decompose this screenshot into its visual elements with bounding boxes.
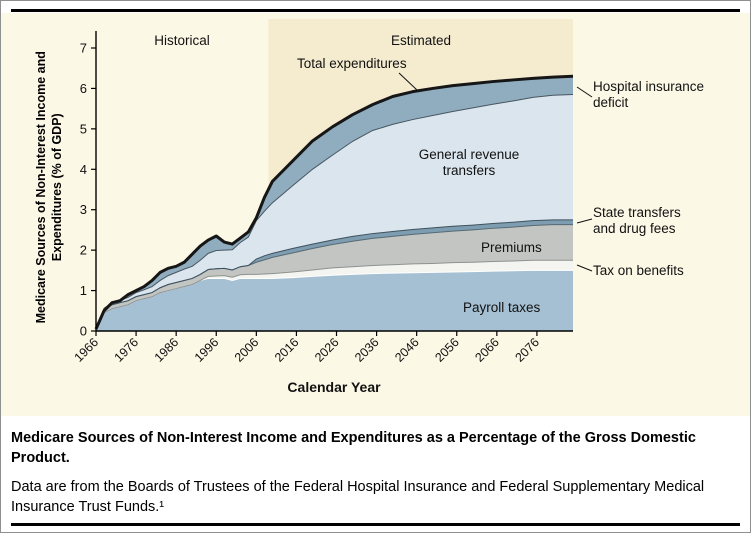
x-tick-label: 1996 <box>192 335 222 365</box>
x-tick-label: 2026 <box>312 335 342 365</box>
area-state-transfers-and-drug-fees <box>96 219 573 329</box>
pointer-hospital-insurance-deficit <box>576 86 593 98</box>
area-general-revenue-transfers <box>96 94 573 329</box>
x-tick-label: 2006 <box>232 335 262 365</box>
chart-panel: 0 1 2 3 4 5 6 7 1966 1976 1986 1996 2006 2016 2026 2036… <box>1 13 750 416</box>
label-general-revenue-transfers: General revenue transfers <box>418 147 520 179</box>
label-state-transfers-drug-fees: State transfers and drug fees <box>593 205 681 237</box>
area-payroll-taxes <box>96 270 573 331</box>
x-tick-label: 1986 <box>152 335 182 365</box>
pointer-tax-on-benefits <box>576 264 593 272</box>
edge-state-transfers-and-drug-fees <box>95 219 573 330</box>
y-axis-title: Medicare Sources of Non-Interest Income … <box>33 51 64 324</box>
label-tax-on-benefits: Tax on benefits <box>593 263 684 278</box>
y-tick-label: 1 <box>80 283 87 298</box>
figure-caption-source: Data are from the Boards of Trustees of … <box>11 479 705 515</box>
x-tick-label: 2076 <box>512 335 542 365</box>
x-tick-label: 2046 <box>392 335 422 365</box>
label-total-expenditures: Total expenditures <box>297 56 407 71</box>
y-tick-label: 4 <box>80 162 87 177</box>
figure-caption-block: Medicare Sources of Non-Interest Income … <box>11 429 738 517</box>
x-tick-label: 2016 <box>272 335 302 365</box>
pointer-total-expenditures <box>398 72 418 91</box>
pointer-state-transfers <box>576 218 593 224</box>
y-tick-label: 5 <box>80 121 87 136</box>
y-tick-label: 3 <box>80 202 87 217</box>
label-premiums: Premiums <box>481 240 542 255</box>
bottom-rule <box>11 523 740 526</box>
figure-caption-title: Medicare Sources of Non-Interest Income … <box>11 430 696 466</box>
edge-tax-on-benefits <box>95 259 573 330</box>
x-tick-label: 2056 <box>432 335 462 365</box>
label-payroll-taxes: Payroll taxes <box>463 300 541 315</box>
label-hospital-insurance-deficit: Hospital insurance deficit <box>593 79 705 111</box>
period-label-historical: Historical <box>154 33 210 48</box>
x-tick-label: 2066 <box>472 335 502 365</box>
y-tick-label: 6 <box>80 81 87 96</box>
y-tick-label: 0 <box>80 324 87 339</box>
x-tick-label: 1966 <box>72 335 102 365</box>
top-rule <box>11 9 740 12</box>
area-premiums <box>96 224 573 329</box>
x-tick-label: 2036 <box>352 335 382 365</box>
y-tick-label: 2 <box>80 243 87 258</box>
period-label-estimated: Estimated <box>390 33 452 48</box>
edge-general-revenue-transfers <box>95 93 574 330</box>
area-tax-on-benefits <box>96 260 573 329</box>
y-tick-label: 7 <box>80 41 87 56</box>
x-axis-title: Calendar Year <box>287 379 381 395</box>
medicare-stacked-area-chart: 0 1 2 3 4 5 6 7 1966 1976 1986 1996 2006 2016 2026 2036… <box>72 19 593 365</box>
line-total-expenditures <box>94 74 574 330</box>
x-tick-label: 1976 <box>112 335 142 365</box>
